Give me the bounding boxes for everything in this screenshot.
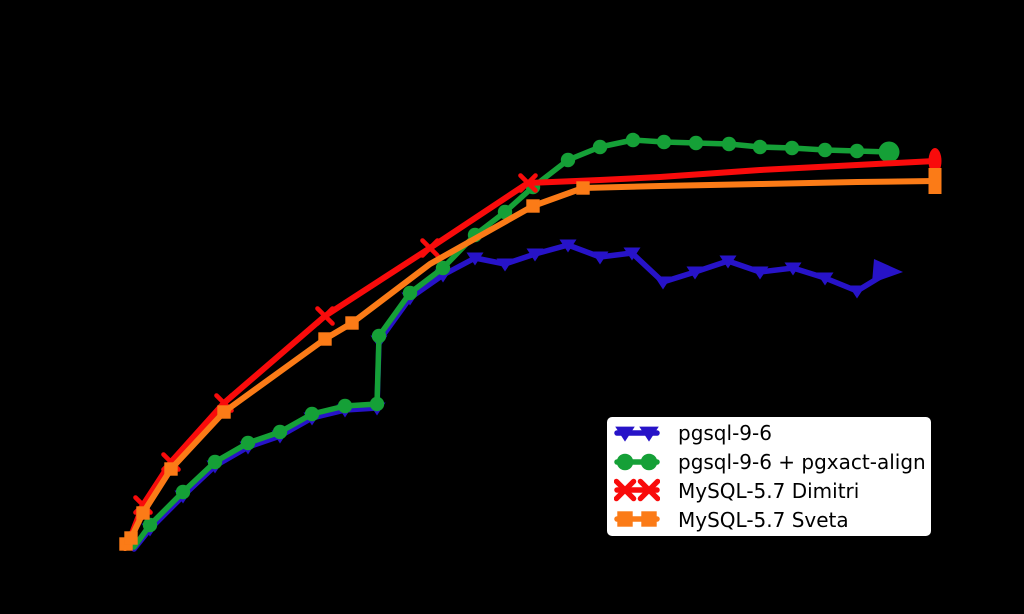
legend-box: pgsql-9-6 pgsql-9-6 + pgxact-align MySQL… [605, 415, 933, 538]
legend-label-pgxact-align: pgsql-9-6 + pgxact-align [678, 450, 926, 475]
legend-marker-pgxact-align-icon [614, 453, 660, 470]
legend-marker-mysql-dimitri-icon [614, 479, 660, 502]
legend-marker-pgsql-9-6-icon [614, 426, 660, 442]
legend-item-mysql-dimitri: MySQL-5.7 Dimitri [613, 477, 927, 506]
legend-item-mysql-sveta: MySQL-5.7 Sveta [613, 505, 927, 534]
legend-label-mysql-dimitri: MySQL-5.7 Dimitri [678, 478, 860, 503]
series-mysql-5-7-sveta [119, 168, 942, 551]
legend-item-pgsql-9-6: pgsql-9-6 [613, 419, 927, 448]
legend-marker-mysql-sveta-icon [614, 511, 660, 527]
legend-label-mysql-sveta: MySQL-5.7 Sveta [678, 507, 849, 532]
legend-item-pgsql-9-6-pgxact-align: pgsql-9-6 + pgxact-align [613, 448, 927, 477]
legend-label-pgsql-9-6: pgsql-9-6 [678, 421, 772, 446]
